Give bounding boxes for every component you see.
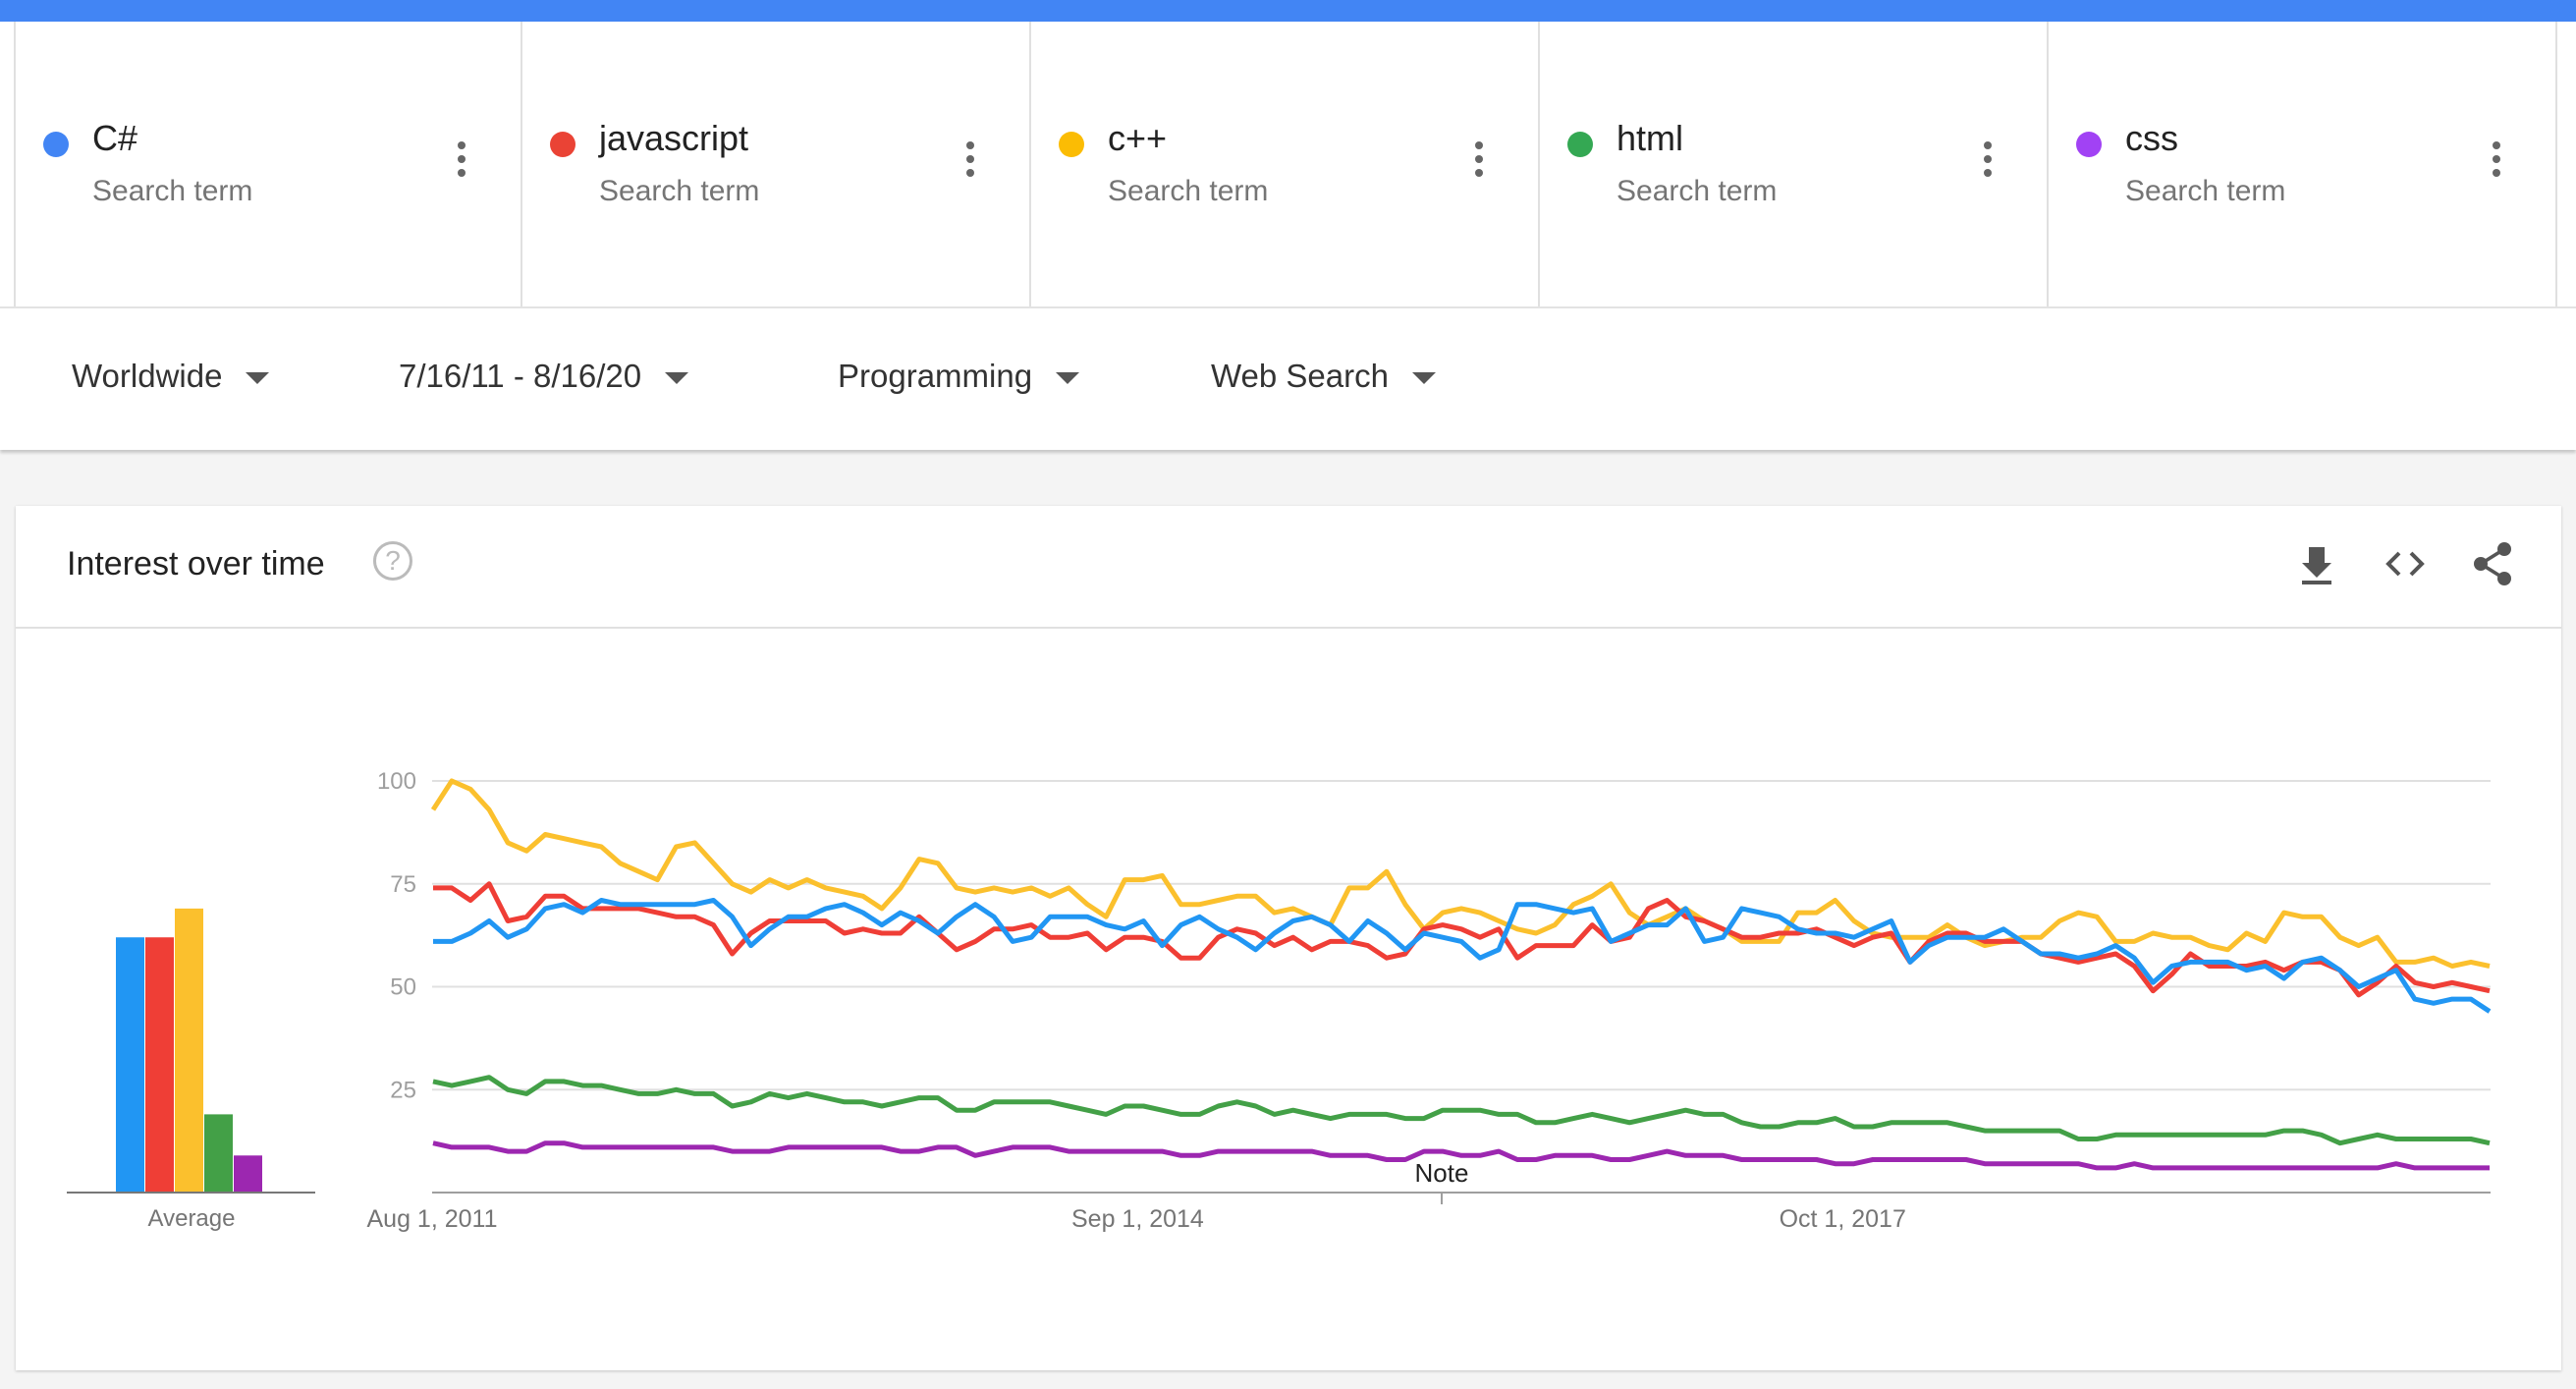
more-vert-icon[interactable] bbox=[2489, 141, 2504, 183]
average-label: Average bbox=[148, 1205, 236, 1232]
term-color-dot bbox=[43, 132, 69, 157]
term-color-dot bbox=[550, 132, 575, 157]
top-accent-bar bbox=[0, 0, 2576, 22]
term-type: Search term bbox=[1108, 175, 1269, 207]
term-type: Search term bbox=[92, 175, 253, 207]
y-tick-labels: 100 75 50 25 bbox=[377, 768, 416, 1103]
series-line[interactable] bbox=[433, 881, 2491, 998]
region-label: Worldwide bbox=[72, 358, 223, 394]
x-tick-label: Sep 1, 2014 bbox=[1071, 1205, 1204, 1233]
more-vert-icon[interactable] bbox=[962, 141, 978, 183]
term-name[interactable]: javascript bbox=[599, 118, 749, 158]
x-tick-label: Oct 1, 2017 bbox=[1780, 1205, 1906, 1233]
series-line[interactable] bbox=[432, 1075, 2491, 1146]
series-line[interactable] bbox=[430, 778, 2491, 969]
term-card-csharp[interactable]: C# Search term bbox=[14, 22, 522, 306]
term-name[interactable]: c++ bbox=[1108, 118, 1168, 158]
more-vert-icon[interactable] bbox=[1471, 141, 1487, 183]
more-vert-icon[interactable] bbox=[1980, 141, 1996, 183]
term-card-css[interactable]: css Search term bbox=[2049, 22, 2557, 306]
filter-bar: Worldwide 7/16/11 - 8/16/20 Programming … bbox=[0, 306, 2576, 450]
term-color-dot bbox=[1059, 132, 1084, 157]
term-name[interactable]: html bbox=[1617, 118, 1684, 158]
note-label[interactable]: Note bbox=[1415, 1158, 1469, 1188]
average-bar[interactable] bbox=[175, 908, 203, 1193]
download-icon[interactable] bbox=[2292, 539, 2341, 588]
y-tick-label: 25 bbox=[390, 1077, 416, 1103]
card-title: Interest over time bbox=[67, 545, 325, 583]
search-type-label: Web Search bbox=[1211, 358, 1389, 394]
average-bar[interactable] bbox=[145, 937, 174, 1193]
card-header: Interest over time ? bbox=[16, 506, 2561, 629]
more-vert-icon[interactable] bbox=[454, 141, 469, 183]
term-type: Search term bbox=[599, 175, 760, 207]
date-range-label: 7/16/11 - 8/16/20 bbox=[399, 358, 642, 394]
term-card-html[interactable]: html Search term bbox=[1540, 22, 2049, 306]
term-card-cpp[interactable]: c++ Search term bbox=[1031, 22, 1540, 306]
average-bars bbox=[116, 908, 262, 1193]
category-dropdown[interactable]: Programming bbox=[838, 358, 1080, 395]
category-label: Programming bbox=[838, 358, 1033, 394]
term-type: Search term bbox=[2125, 175, 2286, 207]
x-tick-labels: Aug 1, 2011 Sep 1, 2014 Oct 1, 2017 bbox=[367, 1205, 1906, 1233]
search-terms-bar: C# Search term javascript Search term c+… bbox=[0, 22, 2576, 306]
dropdown-arrow-icon bbox=[1411, 372, 1436, 385]
help-icon[interactable]: ? bbox=[373, 541, 412, 581]
average-bar[interactable] bbox=[116, 937, 144, 1193]
y-tick-label: 100 bbox=[377, 768, 416, 795]
search-type-dropdown[interactable]: Web Search bbox=[1211, 358, 1436, 395]
term-name[interactable]: C# bbox=[92, 118, 138, 158]
term-card-javascript[interactable]: javascript Search term bbox=[522, 22, 1031, 306]
term-name[interactable]: css bbox=[2125, 118, 2178, 158]
dropdown-arrow-icon bbox=[1056, 372, 1080, 385]
series-line[interactable] bbox=[432, 1140, 2490, 1171]
term-color-dot bbox=[2076, 132, 2102, 157]
interest-chart: Average 100 75 50 25 Aug 1, 2011 Sep 1, 2014… bbox=[67, 768, 2492, 1233]
series-line[interactable] bbox=[433, 898, 2492, 1014]
average-bar[interactable] bbox=[234, 1155, 262, 1193]
dropdown-arrow-icon bbox=[665, 372, 689, 385]
series-lines bbox=[430, 778, 2492, 1171]
dropdown-arrow-icon bbox=[246, 372, 270, 385]
date-range-dropdown[interactable]: 7/16/11 - 8/16/20 bbox=[399, 358, 689, 395]
interest-over-time-card: Interest over time ? Average 100 75 50 25 A… bbox=[16, 506, 2561, 1370]
y-tick-label: 75 bbox=[390, 871, 416, 898]
term-color-dot bbox=[1567, 132, 1593, 157]
y-tick-label: 50 bbox=[390, 974, 416, 1001]
region-dropdown[interactable]: Worldwide bbox=[72, 358, 270, 395]
term-type: Search term bbox=[1617, 175, 1778, 207]
average-bar[interactable] bbox=[204, 1114, 233, 1193]
share-icon[interactable] bbox=[2469, 539, 2518, 588]
x-tick-label: Aug 1, 2011 bbox=[367, 1205, 498, 1233]
embed-icon[interactable] bbox=[2381, 539, 2430, 588]
